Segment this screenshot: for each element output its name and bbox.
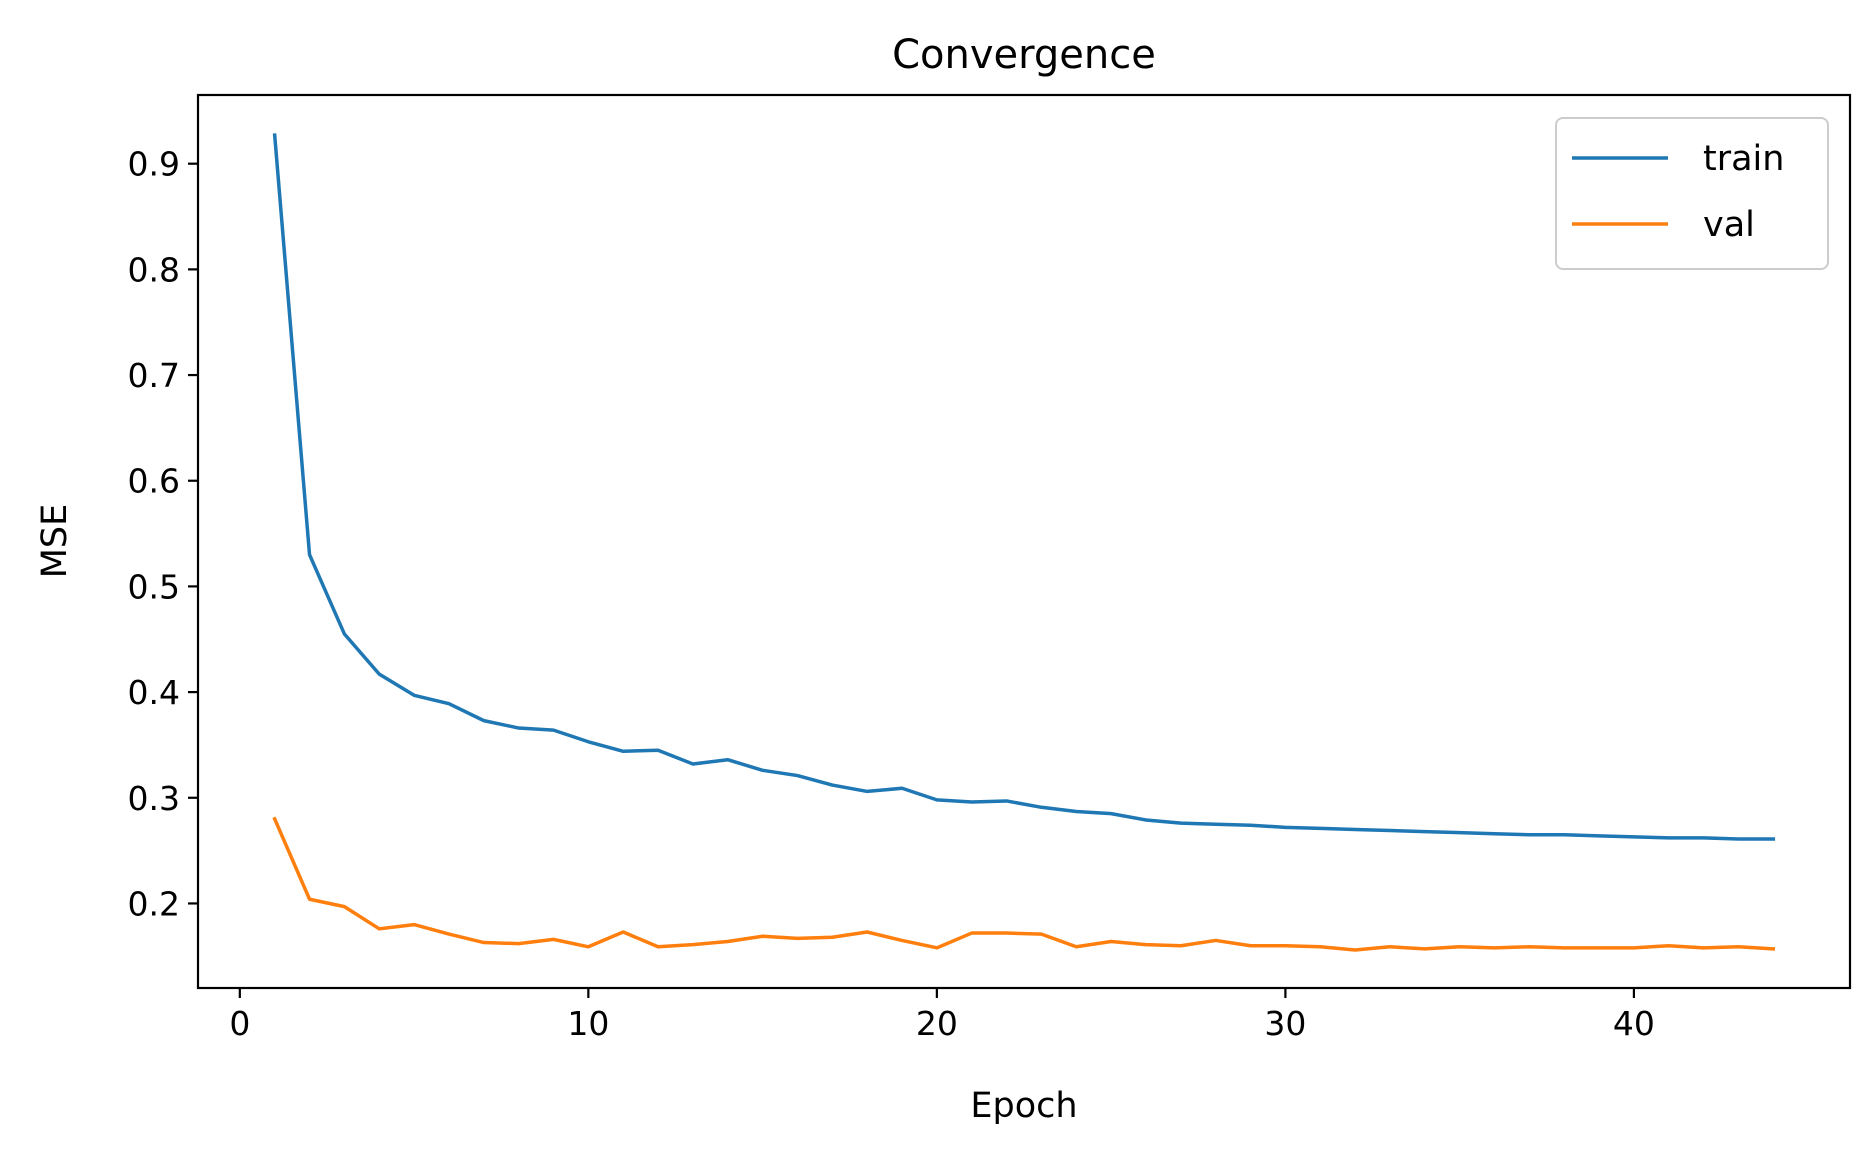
y-tick-label: 0.8 bbox=[128, 250, 180, 289]
series-line-val bbox=[272, 816, 1776, 952]
x-tick-label: 0 bbox=[229, 1004, 250, 1043]
y-tick-label: 0.5 bbox=[128, 567, 180, 606]
series-layer bbox=[272, 133, 1776, 952]
y-tick-label: 0.3 bbox=[128, 779, 180, 818]
legend: train val bbox=[1555, 117, 1829, 270]
x-tick-label: 10 bbox=[567, 1004, 609, 1043]
y-tick-label: 0.2 bbox=[128, 884, 180, 923]
x-tick-label: 20 bbox=[916, 1004, 958, 1043]
series-line-train bbox=[272, 133, 1776, 841]
x-tick-label: 30 bbox=[1264, 1004, 1306, 1043]
x-axis-title: Epoch bbox=[970, 1086, 1077, 1126]
x-tick-label: 40 bbox=[1613, 1004, 1655, 1043]
legend-label-train: train bbox=[1703, 139, 1784, 179]
y-tick-label: 0.9 bbox=[128, 145, 180, 184]
legend-label-val: val bbox=[1703, 205, 1755, 245]
y-axis-title: MSE bbox=[35, 504, 75, 579]
y-tick-label: 0.4 bbox=[128, 673, 180, 712]
y-tick-label: 0.6 bbox=[128, 462, 180, 501]
x-axis-ticks: 0 10 20 30 40 bbox=[229, 988, 1655, 1043]
y-axis-ticks: 0.2 0.3 0.4 0.5 0.6 0.7 0.8 0.9 bbox=[128, 145, 198, 923]
legend-frame bbox=[1555, 117, 1829, 270]
y-tick-label: 0.7 bbox=[128, 356, 180, 395]
plot-frame bbox=[196, 93, 1852, 990]
chart-title: Convergence bbox=[892, 32, 1156, 78]
